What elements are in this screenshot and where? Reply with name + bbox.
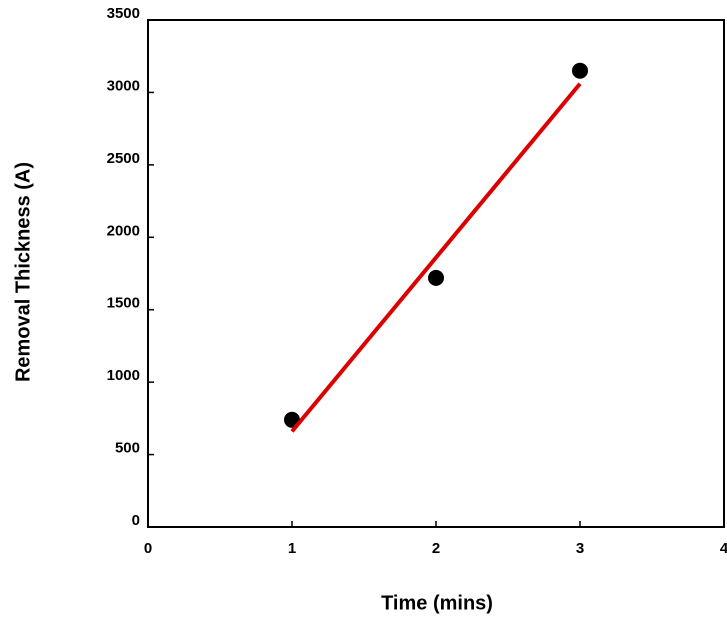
- y-tick-label: 0: [132, 512, 140, 529]
- x-tick-label: 1: [288, 540, 296, 557]
- data-point: [572, 62, 588, 79]
- fit-line: [290, 82, 582, 433]
- x-tick-label: 3: [576, 540, 584, 557]
- y-tick-label: 3000: [107, 77, 140, 94]
- y-tick-label: 1500: [107, 295, 140, 312]
- y-tick-label: 2000: [107, 222, 140, 239]
- x-tick-label: 2: [432, 540, 440, 557]
- y-tick-label: 1000: [107, 367, 140, 384]
- y-tick-label: 2500: [107, 150, 140, 167]
- y-axis-label: Removal Thickness (A): [12, 162, 34, 382]
- x-tick-label: 4: [720, 540, 727, 557]
- y-tick-label: 500: [115, 440, 140, 457]
- x-axis-label: Time (mins): [381, 592, 493, 614]
- y-tick-label: 3500: [107, 5, 140, 22]
- x-tick-label: 0: [144, 540, 152, 557]
- data-point: [428, 269, 444, 286]
